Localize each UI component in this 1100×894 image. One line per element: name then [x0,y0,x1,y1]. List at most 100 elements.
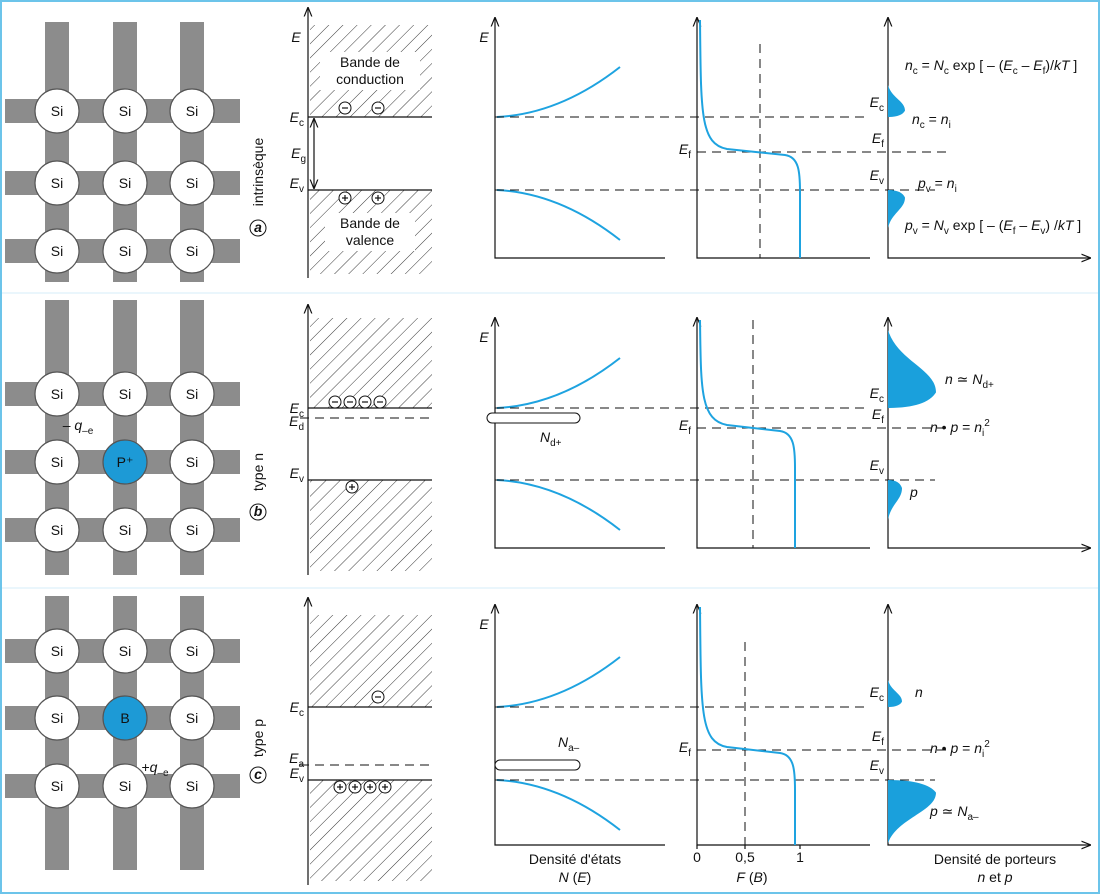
level-label: Ev [290,465,304,485]
axis [495,18,665,258]
text-part: + [141,759,149,775]
text-part: • [938,419,951,435]
text-part: ) [587,869,592,885]
text-part: ] [1073,217,1081,233]
figure: SiSiSiSiSiSiSiSiSiaintrinsèqueEEcEvEgBan… [0,0,1100,894]
row-type: type n [250,453,266,491]
electron-density [888,330,936,408]
atom-label: Si [186,386,198,402]
text-part: n [947,175,955,191]
atom-label: Si [51,175,63,191]
hole-density [888,480,902,520]
tick-label: 1 [796,849,804,865]
carrier-note: pv = Nv exp [ – (Ef – Ev) /kT ] [904,217,1081,237]
fermi-curve [700,607,795,845]
text-part: q [150,759,158,775]
text-part: d+ [550,438,562,449]
axis-label: E [291,29,301,45]
impurity-states [487,413,580,423]
axis [888,318,1090,548]
axis [697,318,870,548]
axis [697,605,870,845]
carrier-note: pv = ni [917,175,957,195]
text-part: q [74,417,82,433]
text-part: i [955,184,957,195]
text-part: i [949,120,951,131]
text-part: f [881,139,884,150]
atom-label: Si [119,103,131,119]
atom-label: Si [51,454,63,470]
carrier-note: n • p = ni2 [930,418,990,439]
text-part: c [879,394,884,405]
atom-label: Si [186,243,198,259]
hole-density [888,780,936,843]
text-part: – [1015,217,1031,233]
text-part: )/ [1045,57,1054,73]
dos-curve [497,480,620,530]
level-label: Ef [872,728,884,748]
atom-label: Si [186,710,198,726]
text-part: –e [82,426,94,437]
atom-label: P⁺ [117,454,134,470]
atom-label: Si [186,778,198,794]
axis [495,605,665,845]
text-part: n [977,869,985,885]
atom-label: Si [51,778,63,794]
axis-label: E [479,29,489,45]
tick-label: 0 [693,849,701,865]
text-part: n [974,419,982,435]
text-part: E [479,29,489,45]
text-part: f [688,748,691,759]
text-part: i [982,749,984,760]
level-label: Ef [872,406,884,426]
atom-label: Si [51,643,63,659]
text-part: = [931,175,947,191]
atom-label: Si [186,454,198,470]
atom-label: Si [119,243,131,259]
carrier-note: nc = Nc exp [ – (Ec – Ef)/kT ] [905,57,1077,77]
text-part: 2 [984,739,990,750]
carrier-note: p [909,484,918,500]
carrier-note: n • p = ni2 [930,739,990,760]
text-part: p [1004,869,1013,885]
axis-title: n et p [977,869,1012,885]
text-part: kT [1058,217,1075,233]
electron-density [888,680,902,707]
text-part: p [904,217,913,233]
text-part: g [300,154,306,165]
text-part: d [298,422,304,433]
axis-title: Densité de porteurs [934,851,1056,867]
dos-curve [497,67,620,117]
text-part: v [879,466,884,477]
level-label: Ef [679,739,691,759]
atom-label: Si [51,386,63,402]
atom-label: Si [51,522,63,538]
band-label: valence [346,232,394,248]
text-part: n [941,111,949,127]
axis-title: N (E) [559,869,592,885]
text-part: n [974,740,982,756]
text-part: p [949,740,958,756]
carrier-note: p ≃ Na– [929,803,979,823]
text-part: f [688,150,691,161]
electron-density [888,85,905,117]
level-label: Ec [870,385,884,405]
axis [495,318,665,548]
text-part: n [945,371,953,387]
text-part: • [938,740,951,756]
atom-label: Si [119,175,131,191]
axis-label: E [479,616,489,632]
valence-band [310,780,432,881]
text-part: a– [967,812,979,823]
text-part: i [982,428,984,439]
text-part: c [299,409,304,420]
level-label: Ev [870,457,884,477]
level-label: Na– [558,734,580,754]
text-part: ≃ [953,371,973,387]
text-part: = [925,111,941,127]
atom-label: Si [51,103,63,119]
text-part: ) / [1045,217,1058,233]
text-part: v [879,766,884,777]
atom-label: Si [119,522,131,538]
text-part: f [881,737,884,748]
